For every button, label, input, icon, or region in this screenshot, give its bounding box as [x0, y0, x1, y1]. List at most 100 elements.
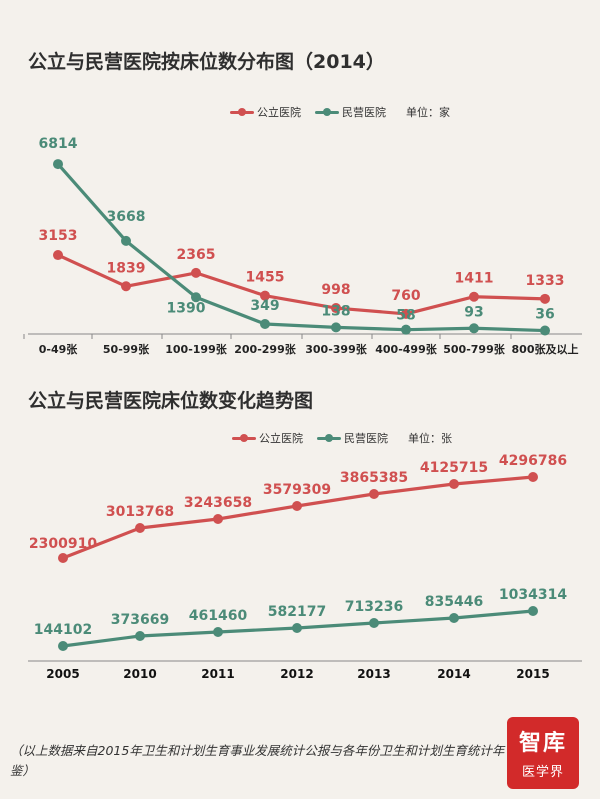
source-note: （以上数据来自2015年卫生和计划生育事业发展统计公报与各年份卫生和计划生育统计… [10, 743, 505, 778]
public-point [469, 291, 479, 302]
public-point [401, 308, 411, 319]
legend-private-label: 民营医院 [344, 432, 388, 445]
chart2-plot: 2005 2010 2011 2012 2013 2014 2015 2300910 30137… [28, 453, 582, 681]
public-point [540, 293, 550, 304]
legend-private: 民营医院 [317, 430, 388, 446]
private-value-label: 835446 [425, 594, 483, 610]
public-point [331, 303, 341, 314]
x-tick-label: 300-399张 [305, 342, 367, 356]
public-point [135, 523, 145, 533]
public-point [260, 290, 270, 301]
private-value-label: 6814 [39, 136, 78, 152]
legend-public-label: 公立医院 [257, 106, 301, 119]
private-value-label: 144102 [34, 622, 92, 638]
chart2-legend: 公立医院 民营医院 单位：张 [232, 430, 452, 446]
brand-logo: 智库 医学界 [507, 717, 579, 789]
public-point [369, 489, 379, 499]
private-value-label: 1390 [167, 300, 206, 316]
public-point [213, 514, 223, 524]
private-value-label: 373669 [111, 612, 169, 628]
logo-sub-text: 医学界 [521, 765, 564, 780]
x-tick-label: 800张及以上 [512, 342, 579, 356]
private-point [540, 325, 550, 336]
legend-public: 公立医院 [232, 430, 303, 446]
public-point [191, 267, 201, 278]
public-point [528, 472, 538, 482]
chart2-title: 公立与民营医院床位数变化趋势图 [28, 390, 314, 412]
chart1-legend: 公立医院 民营医院 单位：家 [230, 104, 450, 120]
public-point [53, 250, 63, 261]
public-value-label: 760 [391, 288, 420, 304]
legend-private-marker [317, 433, 341, 443]
public-value-label: 1333 [526, 273, 565, 289]
private-point [401, 324, 411, 335]
x-tick-label: 100-199张 [165, 342, 227, 356]
private-value-label: 138 [321, 303, 350, 319]
private-point [213, 627, 223, 637]
private-point [469, 323, 479, 334]
x-tick-label: 0-49张 [39, 342, 79, 356]
private-value-label: 93 [464, 304, 483, 320]
private-series-line [56, 163, 546, 333]
public-value-label: 2365 [177, 247, 216, 263]
legend-public-label: 公立医院 [259, 432, 303, 445]
legend-public: 公立医院 [230, 104, 301, 120]
public-point [449, 479, 459, 489]
legend-private-marker [315, 107, 339, 117]
legend-private-label: 民营医院 [342, 106, 386, 119]
private-value-label: 582177 [268, 604, 326, 620]
public-value-label: 998 [321, 282, 350, 298]
public-value-label: 1455 [246, 270, 285, 286]
x-tick-label: 200-299张 [234, 342, 296, 356]
x-tick-label: 2005 [46, 667, 79, 681]
private-point [449, 613, 459, 623]
public-value-label: 4296786 [499, 453, 567, 469]
private-point [260, 319, 270, 330]
public-value-label: 1411 [455, 271, 494, 287]
x-tick-label: 50-99张 [103, 342, 150, 356]
private-point [135, 631, 145, 641]
public-value-label: 1839 [107, 260, 146, 276]
public-value-label: 2300910 [29, 536, 97, 552]
private-value-label: 349 [250, 298, 279, 314]
private-value-label: 1034314 [499, 587, 567, 603]
x-tick-label: 2014 [437, 667, 470, 681]
private-point [369, 618, 379, 628]
public-value-label: 3013768 [106, 504, 174, 520]
public-point [58, 553, 68, 563]
private-value-label: 36 [535, 307, 554, 323]
public-value-label: 3865385 [340, 470, 408, 486]
legend-public-marker [230, 107, 254, 117]
private-point [331, 322, 341, 333]
legend-private: 民营医院 [315, 104, 386, 120]
public-value-label: 3153 [39, 228, 78, 244]
x-tick-label: 2011 [201, 667, 234, 681]
chart1-title: 公立与民营医院按床位数分布图（2014） [28, 51, 385, 73]
public-point [121, 281, 131, 292]
private-value-label: 713236 [345, 599, 403, 615]
private-value-label: 3668 [107, 209, 146, 225]
public-value-label: 3579309 [263, 482, 331, 498]
private-value-label: 58 [396, 308, 415, 324]
private-point [292, 623, 302, 633]
private-point [191, 292, 201, 303]
chart1-plot: 0-49张 50-99张 100-199张 200-299张 300-399张 400-4… [23, 136, 582, 356]
logo-main-text: 智库 [518, 730, 567, 756]
x-tick-label: 2013 [357, 667, 390, 681]
private-point [528, 606, 538, 616]
private-point [58, 641, 68, 651]
private-point [121, 235, 131, 246]
legend-public-marker [232, 433, 256, 443]
public-point [292, 501, 302, 511]
public-series-line [57, 253, 546, 316]
x-tick-label: 2015 [516, 667, 549, 681]
x-tick-label: 2012 [280, 667, 313, 681]
legend-unit: 单位：张 [408, 432, 452, 445]
x-tick-label: 500-799张 [443, 342, 505, 356]
public-value-label: 4125715 [420, 460, 488, 476]
legend-unit: 单位：家 [406, 106, 450, 119]
x-tick-label: 400-499张 [375, 342, 437, 356]
private-point [53, 159, 63, 170]
x-tick-label: 2010 [123, 667, 156, 681]
public-value-label: 3243658 [184, 495, 252, 511]
